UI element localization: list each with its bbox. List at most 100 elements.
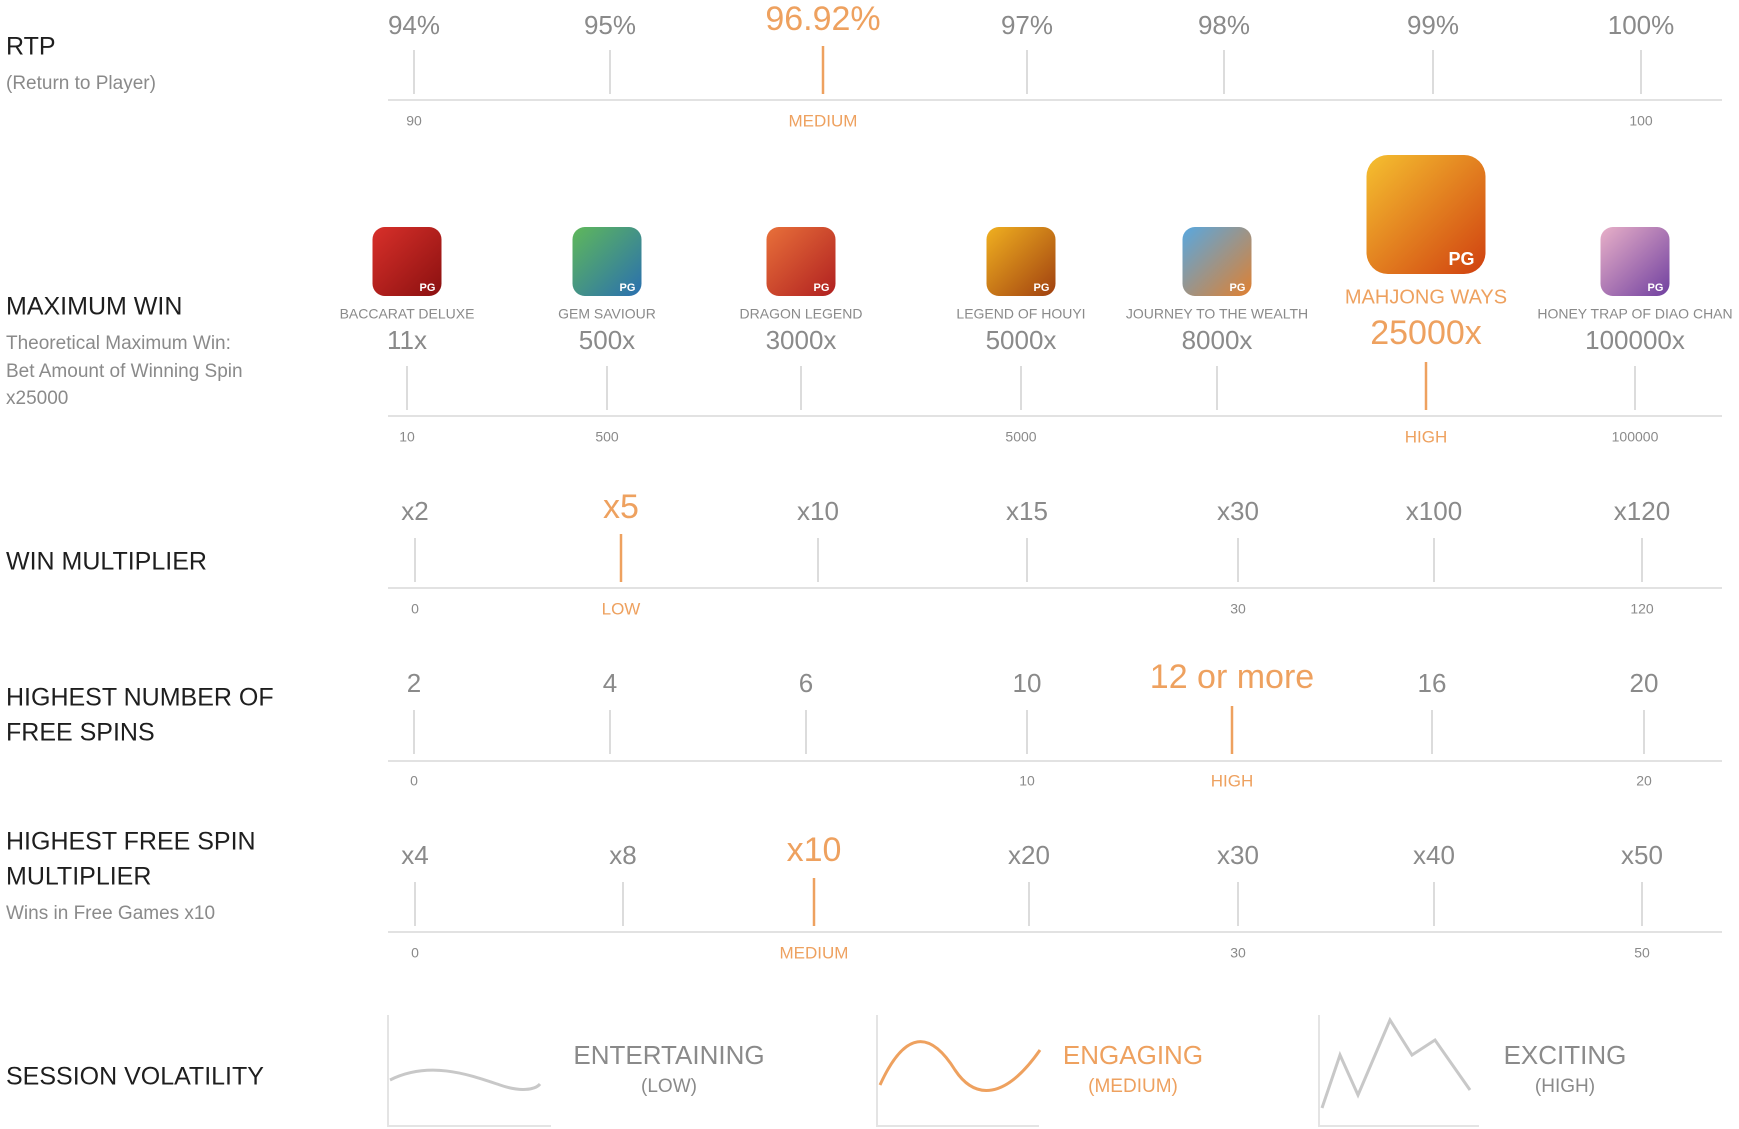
item-value: 12 or more <box>1150 658 1314 696</box>
box <box>387 1015 551 1127</box>
scale-label: 20 <box>1636 773 1652 789</box>
curve-low <box>389 1068 542 1091</box>
scale-label: 10 <box>399 429 415 445</box>
curve-medium <box>878 1040 1042 1092</box>
row-label: WIN MULTIPLIER <box>6 548 207 576</box>
item-value: x2 <box>401 496 428 526</box>
volatility-graphics <box>387 1015 1479 1127</box>
volatility-level: (MEDIUM) <box>1088 1076 1178 1097</box>
icon-badge: PG <box>1034 282 1050 294</box>
item-value: 100% <box>1608 10 1675 40</box>
item-value: 20 <box>1630 668 1659 698</box>
volatility-level: (LOW) <box>641 1076 697 1097</box>
icon-badge: PG <box>420 282 436 294</box>
row-sublabel: Theoretical Maximum Win: <box>6 333 231 354</box>
item-value: x30 <box>1217 840 1259 870</box>
scale-label: HIGH <box>1211 771 1254 790</box>
scale-label: 0 <box>411 601 419 617</box>
game-name: BACCARAT DELUXE <box>340 306 475 322</box>
scale-label: LOW <box>602 599 641 618</box>
game-name: JOURNEY TO THE WEALTH <box>1126 306 1308 322</box>
item-value: x15 <box>1006 496 1048 526</box>
scale-label: 100000 <box>1612 429 1659 445</box>
scale-label: 30 <box>1230 601 1246 617</box>
row-label: MULTIPLIER <box>6 863 151 891</box>
row-sublabel: x25000 <box>6 388 68 409</box>
item-value: 3000x <box>766 325 837 355</box>
item-value: 5000x <box>986 325 1057 355</box>
item-value: x120 <box>1614 496 1670 526</box>
scale-label: 0 <box>411 945 419 961</box>
item-value: 2 <box>407 668 421 698</box>
icon-badge: PG <box>1230 282 1246 294</box>
item-value: x50 <box>1621 840 1663 870</box>
game-icon <box>766 227 836 296</box>
game-icon <box>372 227 442 296</box>
item-value: 99% <box>1407 10 1459 40</box>
scale-label: 120 <box>1630 601 1654 617</box>
scale-label: MEDIUM <box>789 111 858 130</box>
game-icon <box>986 227 1056 296</box>
volatility-title: ENGAGING <box>1063 1040 1203 1070</box>
item-value: x5 <box>603 488 639 526</box>
game-icon <box>572 227 642 296</box>
volatility-level: (HIGH) <box>1535 1076 1595 1097</box>
game-name: DRAGON LEGEND <box>740 306 863 322</box>
volatility-title: EXCITING <box>1504 1040 1627 1070</box>
item-value: x20 <box>1008 840 1050 870</box>
game-name: MAHJONG WAYS <box>1345 286 1507 308</box>
icon-badge: PG <box>1648 282 1664 294</box>
item-value: 100000x <box>1585 325 1685 355</box>
scale-label: 0 <box>410 773 418 789</box>
item-value: x8 <box>609 840 636 870</box>
game-icon <box>1366 155 1486 274</box>
icon-badge: PG <box>620 282 636 294</box>
item-value: x10 <box>787 831 842 869</box>
row-label: MAXIMUM WIN <box>6 293 182 321</box>
item-value: 95% <box>584 10 636 40</box>
scale-label: 10 <box>1019 773 1035 789</box>
item-value: x4 <box>401 840 428 870</box>
item-value: 4 <box>603 668 617 698</box>
row-sublabel: (Return to Player) <box>6 73 156 94</box>
item-value: 96.92% <box>765 0 880 38</box>
row-label: HIGHEST FREE SPIN <box>6 828 256 856</box>
item-value: 97% <box>1001 10 1053 40</box>
box <box>876 1015 1039 1127</box>
scale-label: 100 <box>1629 113 1653 129</box>
item-value: 10 <box>1013 668 1042 698</box>
item-value: 98% <box>1198 10 1250 40</box>
game-name: LEGEND OF HOUYI <box>956 306 1085 322</box>
row-label: RTP <box>6 33 56 61</box>
item-value: x30 <box>1217 496 1259 526</box>
game-icon <box>1600 227 1670 296</box>
row-label: HIGHEST NUMBER OF <box>6 684 274 712</box>
game-icon <box>1182 227 1252 296</box>
item-value: 6 <box>799 668 813 698</box>
item-value: x100 <box>1406 496 1462 526</box>
row-sublabel: Bet Amount of Winning Spin <box>6 361 243 382</box>
row-label: FREE SPINS <box>6 719 155 747</box>
curve-high <box>1320 1016 1472 1109</box>
row-label: SESSION VOLATILITY <box>6 1063 264 1091</box>
row-sublabel: Wins in Free Games x10 <box>6 903 215 924</box>
game-name: HONEY TRAP OF DIAO CHAN <box>1537 306 1732 322</box>
item-value: 8000x <box>1182 325 1253 355</box>
icon-badge: PG <box>1448 249 1474 269</box>
item-value: x40 <box>1413 840 1455 870</box>
game-name: GEM SAVIOUR <box>558 306 656 322</box>
item-value: x10 <box>797 496 839 526</box>
item-value: 16 <box>1418 668 1447 698</box>
item-value: 500x <box>579 325 635 355</box>
scale-label: 50 <box>1634 945 1650 961</box>
icon-badge: PG <box>814 282 830 294</box>
scale-label: 90 <box>406 113 422 129</box>
item-value: 11x <box>387 325 427 355</box>
scale-label: MEDIUM <box>780 943 849 962</box>
scale-label: HIGH <box>1405 427 1448 446</box>
volatility-title: ENTERTAINING <box>573 1040 764 1070</box>
scale-label: 5000 <box>1005 429 1036 445</box>
item-value: 25000x <box>1370 314 1482 352</box>
scale-label: 500 <box>595 429 619 445</box>
